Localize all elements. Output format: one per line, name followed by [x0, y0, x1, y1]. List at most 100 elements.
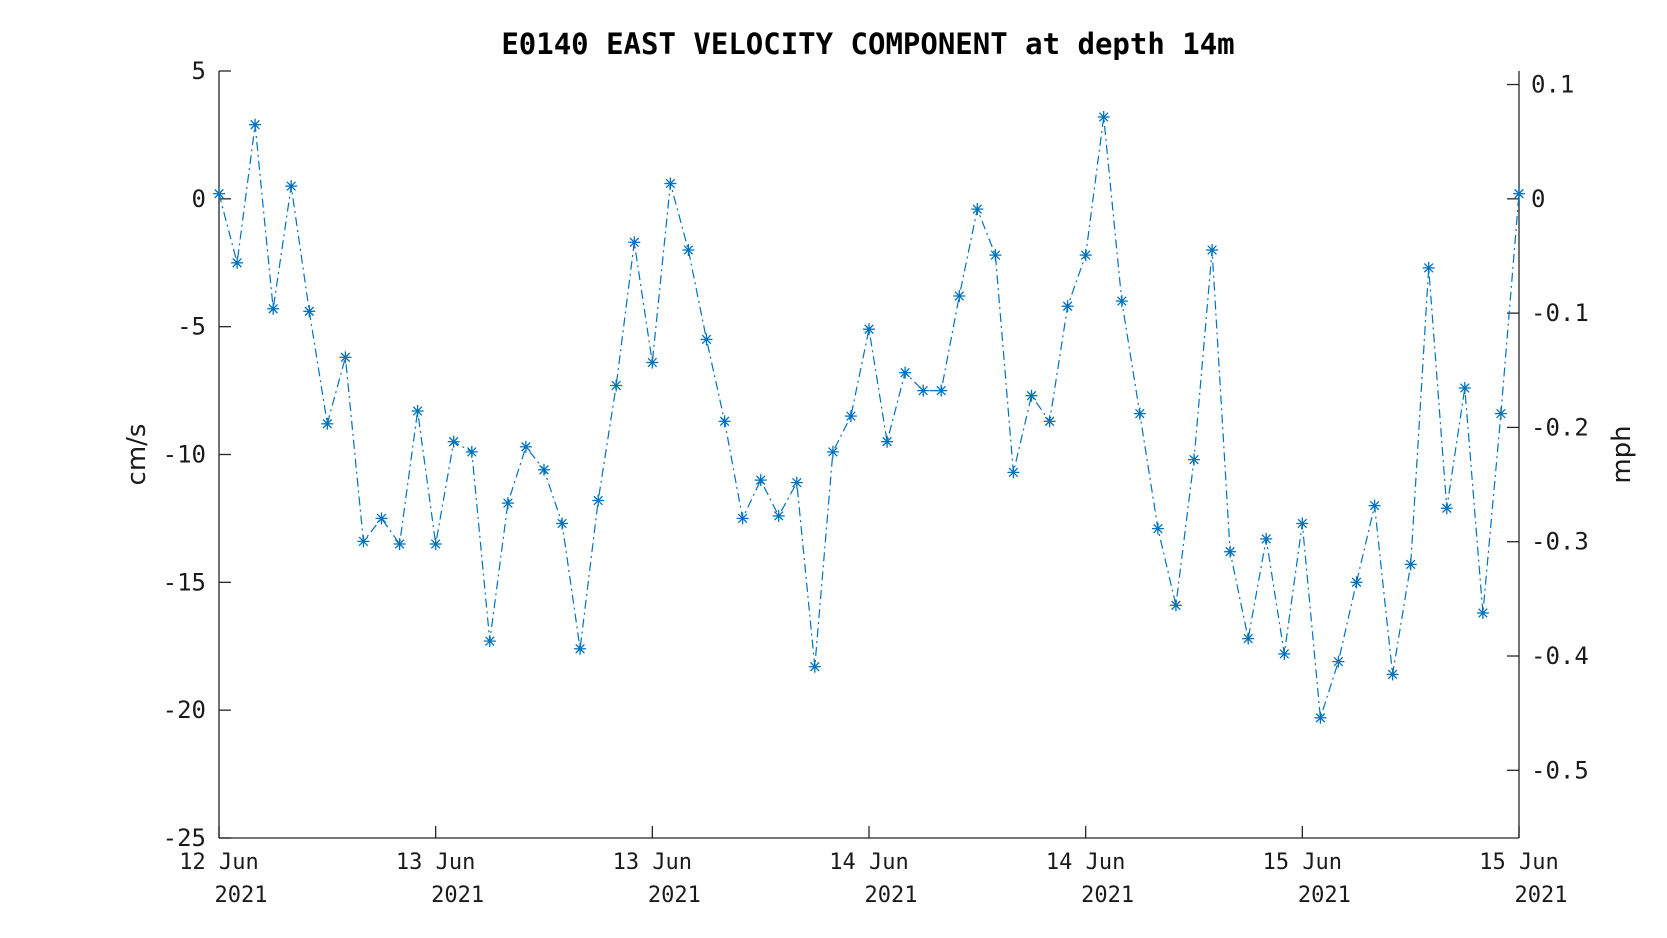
- y-tick-label-right: 0: [1531, 185, 1545, 213]
- x-tick-label: 13 Jun: [396, 850, 475, 875]
- data-point: [790, 476, 803, 489]
- data-point: [989, 249, 1002, 262]
- data-point: [718, 415, 731, 428]
- chart-title: E0140 EAST VELOCITY COMPONENT at depth 1…: [501, 27, 1234, 61]
- data-point: [321, 417, 334, 430]
- y-tick-label-left: -10: [163, 441, 206, 469]
- y-tick-label-left: -15: [163, 568, 206, 596]
- x-tick-label: 14 Jun: [1046, 850, 1125, 875]
- data-point: [231, 256, 244, 269]
- data-point: [1206, 244, 1219, 256]
- x-tick-label-year: 2021: [1515, 883, 1568, 908]
- x-tick-label: 13 Jun: [613, 850, 692, 875]
- x-tick-label-year: 2021: [1081, 883, 1134, 908]
- y-axis-label-right: mph: [1607, 425, 1637, 483]
- data-point: [1007, 466, 1020, 479]
- y-axis-right: 0.1 0 -0.1 -0.2 -0.3 -0.4 -0.5: [1507, 71, 1589, 784]
- data-point: [1278, 647, 1291, 660]
- x-tick-label: 12 Jun: [179, 850, 258, 875]
- x-tick-label-year: 2021: [648, 883, 701, 908]
- data-series: [213, 111, 1525, 724]
- data-point: [1314, 711, 1327, 724]
- x-tick-label-year: 2021: [431, 883, 484, 908]
- data-point: [1332, 655, 1345, 668]
- data-point: [249, 118, 262, 131]
- y-tick-label-right: -0.2: [1531, 413, 1589, 441]
- data-point: [465, 445, 478, 458]
- data-point: [411, 405, 424, 417]
- data-point: [1151, 522, 1164, 535]
- data-point: [501, 497, 514, 510]
- data-point: [592, 494, 605, 507]
- y-tick-label-right: 0.1: [1531, 71, 1574, 99]
- data-point: [953, 290, 966, 302]
- data-point: [754, 474, 767, 487]
- data-point: [1440, 502, 1453, 515]
- data-point: [826, 445, 839, 458]
- data-point: [1404, 558, 1417, 571]
- data-point: [1386, 668, 1399, 681]
- data-point: [556, 517, 569, 530]
- y-tick-label-right: -0.5: [1531, 756, 1589, 784]
- y-tick-label-left: 0: [192, 185, 206, 213]
- data-point: [447, 435, 460, 448]
- x-tick-label: 15 Jun: [1479, 850, 1558, 875]
- y-tick-label-left: 5: [192, 57, 206, 85]
- data-point: [808, 660, 821, 673]
- y-axis-label-left: cm/s: [122, 424, 152, 486]
- data-point: [267, 302, 280, 315]
- series-line: [218, 116, 1520, 718]
- data-point: [429, 538, 442, 550]
- data-point: [1079, 249, 1092, 262]
- x-tick-label-year: 2021: [865, 883, 918, 908]
- x-tick-label: 15 Jun: [1263, 850, 1342, 875]
- axes: [218, 71, 1520, 839]
- data-point: [664, 177, 677, 190]
- data-point: [303, 305, 316, 318]
- y-tick-label-left: -25: [163, 824, 206, 852]
- data-point: [1242, 632, 1255, 645]
- data-point: [519, 440, 532, 453]
- data-point: [339, 351, 352, 364]
- data-point: [1422, 261, 1435, 274]
- data-point: [1188, 453, 1200, 466]
- data-point: [772, 509, 785, 522]
- data-point: [538, 463, 550, 476]
- data-point: [881, 435, 894, 448]
- data-point: [971, 203, 984, 216]
- data-point: [1368, 499, 1381, 512]
- data-point: [285, 180, 298, 193]
- data-point: [1513, 187, 1525, 200]
- y-axis-left: 5 0 -5 -10 -15 -20 -25: [163, 57, 231, 852]
- data-point: [844, 410, 857, 423]
- data-point: [700, 333, 713, 346]
- data-point: [1133, 407, 1146, 420]
- y-tick-label-right: -0.1: [1531, 299, 1589, 327]
- y-tick-label-right: -0.3: [1531, 528, 1589, 556]
- data-point: [1061, 300, 1074, 313]
- data-point: [935, 384, 948, 397]
- data-point: [899, 366, 912, 379]
- data-point: [1458, 382, 1471, 394]
- data-point: [1043, 415, 1056, 428]
- data-point: [357, 535, 370, 548]
- y-tick-label-right: -0.4: [1531, 642, 1589, 670]
- data-point: [1296, 517, 1309, 530]
- data-point: [213, 187, 225, 200]
- data-point: [628, 236, 641, 249]
- data-point: [483, 635, 496, 648]
- y-tick-label-left: -20: [163, 696, 206, 724]
- data-point: [1350, 576, 1363, 589]
- data-point: [1115, 295, 1128, 308]
- x-tick-label-year: 2021: [1298, 883, 1351, 908]
- data-point: [1260, 532, 1273, 545]
- x-tick-label: 14 Jun: [829, 850, 908, 875]
- x-tick-label-year: 2021: [215, 883, 268, 908]
- data-point: [1025, 389, 1038, 402]
- data-point: [1097, 111, 1110, 123]
- data-point: [610, 379, 623, 392]
- data-point: [1169, 599, 1182, 612]
- data-point: [574, 642, 587, 655]
- data-point: [917, 384, 930, 397]
